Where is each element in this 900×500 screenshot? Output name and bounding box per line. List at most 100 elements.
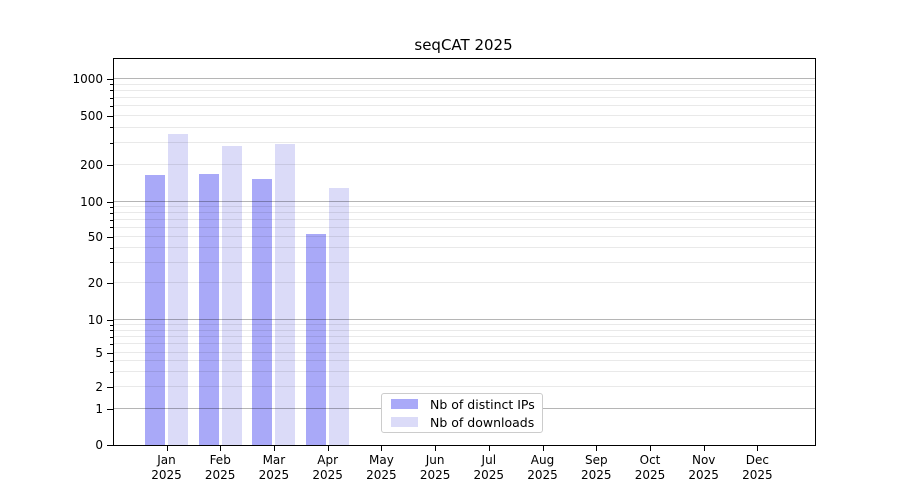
y-axis-tick-label: 1000 <box>72 72 103 86</box>
x-axis-tick <box>542 445 544 451</box>
gridline-8 <box>114 329 815 331</box>
gridline-30 <box>114 261 815 263</box>
y-axis-minor-tick <box>110 90 113 92</box>
y-axis-tick <box>107 352 113 354</box>
bar-distinct-ips <box>198 173 219 445</box>
x-axis-tick-label: May 2025 <box>366 453 397 482</box>
y-axis-tick <box>107 236 113 238</box>
x-axis-tick <box>166 445 168 451</box>
grid-layer <box>114 59 815 445</box>
bar-downloads <box>168 133 188 445</box>
y-axis-minor-tick <box>110 219 113 221</box>
gridline-10 <box>114 319 815 320</box>
bars-layer <box>114 59 815 445</box>
y-axis-tick <box>107 201 113 203</box>
y-axis-tick <box>107 408 113 410</box>
chart-title: seqCAT 2025 <box>414 36 513 54</box>
y-axis-minor-tick <box>110 262 113 264</box>
gridline-4 <box>114 360 815 362</box>
gridline-200 <box>114 164 815 165</box>
x-axis-tick <box>488 445 490 451</box>
legend-swatch-downloads <box>391 417 418 427</box>
y-axis-tick <box>107 164 113 166</box>
y-axis-minor-tick <box>110 105 113 107</box>
gridline-20 <box>114 282 815 283</box>
y-axis-minor-tick <box>110 206 113 208</box>
x-axis-tick <box>273 445 275 451</box>
y-axis-tick-label: 100 <box>80 195 103 209</box>
gridline-1000 <box>114 78 815 79</box>
gridline-500 <box>114 115 815 116</box>
y-axis-tick-label: 20 <box>87 276 103 290</box>
x-axis-tick-label: Mar 2025 <box>258 453 290 482</box>
gridline-90 <box>114 206 815 208</box>
x-axis-tick-label: Jan 2025 <box>151 453 182 482</box>
y-axis-tick <box>107 115 113 117</box>
x-axis-tick <box>220 445 222 451</box>
gridline-3 <box>114 371 815 372</box>
y-axis-minor-tick <box>110 360 113 362</box>
gridline-900 <box>114 83 815 85</box>
gridline-40 <box>114 247 815 249</box>
x-axis-tick-label: Sep 2025 <box>581 453 612 482</box>
y-axis-minor-tick <box>110 330 113 332</box>
y-axis-tick-label: 5 <box>95 346 103 360</box>
bar-downloads <box>329 188 350 445</box>
legend-item-distinct-ips: Nb of distinct IPs <box>391 397 542 412</box>
x-axis-tick <box>435 445 437 451</box>
y-axis-minor-tick <box>110 343 113 345</box>
gridline-400 <box>114 126 815 128</box>
y-axis-tick <box>107 319 113 321</box>
legend-item-downloads: Nb of downloads <box>391 415 542 430</box>
y-axis-tick <box>107 444 113 446</box>
y-axis-minor-tick <box>110 84 113 86</box>
x-axis-tick-label: Apr 2025 <box>312 453 343 482</box>
y-axis-tick-label: 0 <box>95 438 103 452</box>
legend-swatch-distinct-ips <box>391 399 418 409</box>
legend-label-downloads: Nb of downloads <box>430 414 535 430</box>
bar-distinct-ips <box>306 234 327 445</box>
y-axis-minor-tick <box>110 142 113 144</box>
gridline-600 <box>114 105 815 107</box>
gridline-5 <box>114 352 815 353</box>
y-axis-tick-label: 500 <box>80 109 103 123</box>
x-axis-tick-label: Dec 2025 <box>742 453 773 482</box>
x-axis-tick <box>703 445 705 451</box>
gridline-7 <box>114 336 815 337</box>
x-axis-tick <box>650 445 651 451</box>
bar-distinct-ips <box>252 178 273 445</box>
y-axis-minor-tick <box>110 212 113 214</box>
y-axis-tick <box>107 78 113 80</box>
gridline-300 <box>114 142 815 144</box>
gridline-800 <box>114 89 815 91</box>
x-axis-tick-label: Feb 2025 <box>204 453 236 482</box>
bar-distinct-ips <box>145 174 165 445</box>
x-axis-tick-label: Aug 2025 <box>527 453 558 482</box>
y-axis-tick-label: 50 <box>87 230 103 244</box>
y-axis-minor-tick <box>110 324 113 326</box>
bar-downloads <box>275 144 296 445</box>
y-axis-tick-label: 200 <box>80 158 103 172</box>
x-axis-tick <box>596 445 598 451</box>
y-axis-tick <box>107 282 113 284</box>
legend-label-distinct-ips: Nb of distinct IPs <box>430 396 535 412</box>
gridline-100 <box>114 201 815 202</box>
gridline-70 <box>114 219 815 220</box>
x-axis-tick-label: Jun 2025 <box>419 453 451 482</box>
bar-downloads <box>221 146 242 445</box>
x-axis-tick <box>757 445 759 451</box>
y-axis-tick-label: 2 <box>95 380 103 394</box>
x-axis-tick-label: Oct 2025 <box>634 453 666 482</box>
x-axis-tick <box>327 445 329 451</box>
y-axis-minor-tick <box>110 371 113 373</box>
y-axis-tick-label: 1 <box>95 402 103 416</box>
x-axis-tick <box>381 445 383 451</box>
legend: Nb of distinct IPs Nb of downloads <box>381 393 543 433</box>
gridline-6 <box>114 343 815 345</box>
y-axis-tick-label: 10 <box>87 313 103 327</box>
y-axis-tick <box>107 386 113 388</box>
gridline-700 <box>114 97 815 98</box>
plot-area: Nb of distinct IPs Nb of downloads <box>113 58 816 446</box>
y-axis-minor-tick <box>110 247 113 249</box>
